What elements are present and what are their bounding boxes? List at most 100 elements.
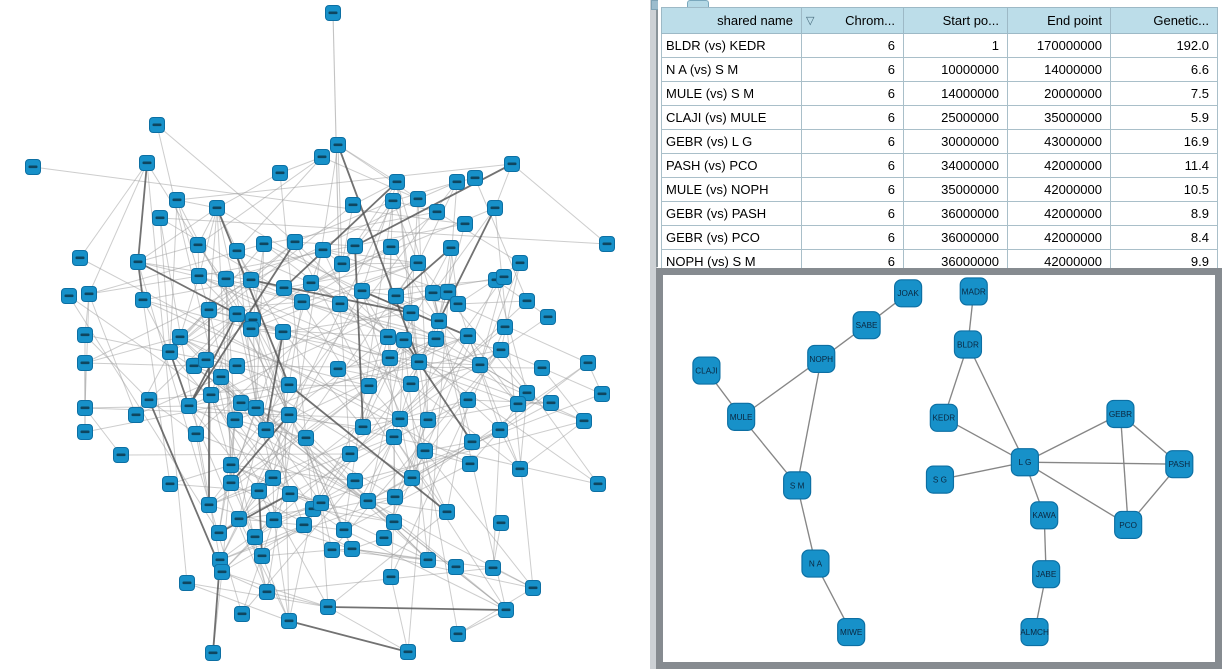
- network-node[interactable]: [229, 243, 245, 259]
- network-node[interactable]: [243, 272, 259, 288]
- network-node[interactable]: [205, 645, 221, 661]
- network-node[interactable]: [429, 204, 445, 220]
- table-cell[interactable]: 6: [801, 153, 904, 178]
- table-cell[interactable]: CLAJI (vs) MULE: [661, 105, 802, 130]
- node-kawa[interactable]: KAWA: [1030, 501, 1059, 530]
- table-cell[interactable]: 170000000: [1007, 33, 1111, 58]
- network-node[interactable]: [162, 476, 178, 492]
- network-node[interactable]: [420, 412, 436, 428]
- network-node[interactable]: [383, 239, 399, 255]
- network-node[interactable]: [218, 271, 234, 287]
- node-madr[interactable]: MADR: [959, 277, 988, 306]
- network-node[interactable]: [457, 216, 473, 232]
- network-node[interactable]: [439, 504, 455, 520]
- node-pco[interactable]: PCO: [1114, 510, 1143, 540]
- network-node[interactable]: [25, 159, 41, 175]
- network-node[interactable]: [272, 165, 288, 181]
- table-cell[interactable]: 43000000: [1007, 129, 1111, 154]
- table-cell[interactable]: MULE (vs) NOPH: [661, 177, 802, 202]
- network-node[interactable]: [519, 293, 535, 309]
- network-node[interactable]: [77, 424, 93, 440]
- node-bldr[interactable]: BLDR: [953, 330, 983, 359]
- node-n-a[interactable]: N A: [801, 549, 830, 578]
- network-node[interactable]: [325, 5, 341, 21]
- table-cell[interactable]: 8.4: [1110, 225, 1218, 250]
- column-header-3[interactable]: End point: [1007, 7, 1111, 34]
- network-node[interactable]: [212, 552, 228, 568]
- network-node[interactable]: [387, 489, 403, 505]
- network-node[interactable]: [462, 456, 478, 472]
- table-cell[interactable]: GEBR (vs) PCO: [661, 225, 802, 250]
- table-cell[interactable]: 8.9: [1110, 201, 1218, 226]
- table-row[interactable]: GEBR (vs) PCO 6 36000000 42000000 8.4: [661, 225, 1218, 250]
- network-node[interactable]: [396, 332, 412, 348]
- network-node[interactable]: [386, 514, 402, 530]
- network-node[interactable]: [72, 250, 88, 266]
- table-cell[interactable]: 35000000: [903, 177, 1008, 202]
- network-node[interactable]: [400, 644, 416, 660]
- table-cell[interactable]: 20000000: [1007, 81, 1111, 106]
- table-cell[interactable]: GEBR (vs) L G: [661, 129, 802, 154]
- network-node[interactable]: [599, 236, 615, 252]
- network-node[interactable]: [510, 396, 526, 412]
- column-header-1[interactable]: ▽ Chrom...: [801, 7, 904, 34]
- table-cell[interactable]: PASH (vs) PCO: [661, 153, 802, 178]
- filter-icon[interactable]: ▽: [806, 15, 815, 27]
- network-node[interactable]: [227, 412, 243, 428]
- network-node[interactable]: [380, 329, 396, 345]
- network-node[interactable]: [149, 117, 165, 133]
- network-node[interactable]: [254, 548, 270, 564]
- column-header-4[interactable]: Genetic...: [1110, 7, 1218, 34]
- node-s-g[interactable]: S G: [925, 465, 955, 494]
- network-node[interactable]: [231, 511, 247, 527]
- table-cell[interactable]: 6: [801, 225, 904, 250]
- network-node[interactable]: [410, 191, 426, 207]
- network-node[interactable]: [169, 192, 185, 208]
- table-cell[interactable]: 16.9: [1110, 129, 1218, 154]
- network-node[interactable]: [497, 319, 513, 335]
- table-cell[interactable]: 11.4: [1110, 153, 1218, 178]
- network-node[interactable]: [190, 237, 206, 253]
- network-node[interactable]: [258, 422, 274, 438]
- network-node[interactable]: [251, 483, 267, 499]
- table-tab[interactable]: [687, 0, 709, 8]
- network-node[interactable]: [256, 236, 272, 252]
- network-node[interactable]: [403, 376, 419, 392]
- network-node[interactable]: [294, 294, 310, 310]
- network-node[interactable]: [313, 495, 329, 511]
- node-pash[interactable]: PASH: [1165, 450, 1194, 479]
- network-node[interactable]: [383, 569, 399, 585]
- column-header-2[interactable]: Start po...: [903, 7, 1008, 34]
- network-node[interactable]: [248, 400, 264, 416]
- network-node[interactable]: [188, 426, 204, 442]
- network-node[interactable]: [276, 280, 292, 296]
- network-node[interactable]: [472, 357, 488, 373]
- network-node[interactable]: [229, 306, 245, 322]
- table-cell[interactable]: 1: [903, 33, 1008, 58]
- node-mule[interactable]: MULE: [727, 402, 756, 431]
- network-node[interactable]: [496, 269, 512, 285]
- detail-network-canvas[interactable]: JOAK MADR SABE BLDR NOPH CLAJI KEDR GEBR MULE L G…: [663, 275, 1215, 662]
- network-node[interactable]: [417, 443, 433, 459]
- network-node[interactable]: [243, 321, 259, 337]
- network-node[interactable]: [386, 429, 402, 445]
- table-cell[interactable]: 14000000: [1007, 57, 1111, 82]
- network-node[interactable]: [355, 419, 371, 435]
- node-s-m[interactable]: S M: [783, 471, 812, 500]
- node-jabe[interactable]: JABE: [1032, 560, 1061, 589]
- node-sabe[interactable]: SABE: [852, 311, 881, 340]
- network-node[interactable]: [460, 328, 476, 344]
- table-cell[interactable]: 34000000: [903, 153, 1008, 178]
- network-node[interactable]: [388, 288, 404, 304]
- network-node[interactable]: [504, 156, 520, 172]
- network-node[interactable]: [203, 387, 219, 403]
- network-node[interactable]: [77, 355, 93, 371]
- network-node[interactable]: [420, 552, 436, 568]
- table-row[interactable]: MULE (vs) NOPH 6 35000000 42000000 10.5: [661, 177, 1218, 202]
- network-node[interactable]: [360, 493, 376, 509]
- network-node[interactable]: [303, 275, 319, 291]
- network-node[interactable]: [281, 377, 297, 393]
- network-node[interactable]: [440, 284, 456, 300]
- network-node[interactable]: [411, 354, 427, 370]
- table-cell[interactable]: 42000000: [1007, 177, 1111, 202]
